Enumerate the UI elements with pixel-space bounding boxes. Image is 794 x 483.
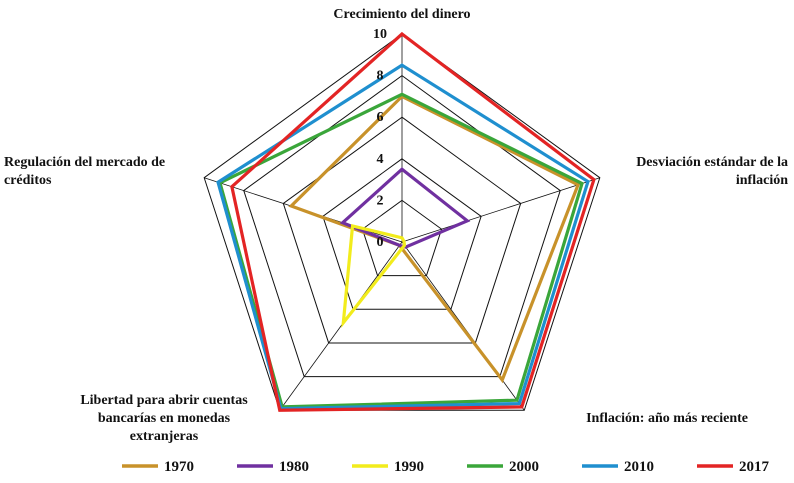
grid-ring-2 bbox=[361, 199, 443, 277]
series-line-1980 bbox=[339, 167, 471, 249]
axis-label-4: Regulación del mercado de créditos bbox=[4, 155, 165, 188]
grid-ring-6 bbox=[282, 116, 522, 344]
tick-label-2: 2 bbox=[377, 193, 384, 208]
tick-label-8: 8 bbox=[377, 69, 384, 84]
tick-labels: 0 2 4 6 8 10 bbox=[373, 27, 387, 250]
grid-ring-10 bbox=[203, 33, 601, 411]
tick-label-4: 4 bbox=[377, 152, 384, 167]
series-line-2010 bbox=[216, 63, 590, 411]
grid-ring-8 bbox=[243, 74, 561, 378]
tick-label-0: 0 bbox=[377, 235, 384, 250]
tick-label-10: 10 bbox=[373, 27, 387, 42]
legend-label-2010: 2010 bbox=[624, 459, 654, 475]
axis-label-0: Crecimiento del dinero bbox=[333, 7, 470, 22]
axis-label-2: Inflación: año más reciente bbox=[586, 411, 748, 426]
legend-label-2000: 2000 bbox=[509, 459, 539, 475]
axis-label-1: Desviación estándar de la inflación bbox=[636, 155, 788, 188]
series-line-2017 bbox=[230, 31, 596, 412]
spoke-1 bbox=[401, 177, 600, 243]
radar-spokes bbox=[204, 34, 600, 411]
grid-ring-4 bbox=[322, 158, 482, 310]
radar-series-group bbox=[216, 31, 596, 412]
series-line-1970 bbox=[288, 94, 581, 384]
legend-label-1980: 1980 bbox=[279, 459, 309, 475]
legend-label-2017: 2017 bbox=[739, 459, 770, 475]
radar-grid bbox=[203, 33, 601, 411]
spoke-3 bbox=[279, 241, 403, 411]
legend-label-1970: 1970 bbox=[164, 459, 194, 475]
series-line-1990 bbox=[341, 223, 407, 329]
legend-label-1990: 1990 bbox=[394, 459, 424, 475]
axis-labels: Crecimiento del dinero Desviación estánda… bbox=[4, 7, 788, 444]
axis-label-3: Libertad para abrir cuentas bancarías en … bbox=[80, 393, 248, 444]
tick-label-6: 6 bbox=[377, 110, 384, 125]
legend: 1970 1980 1990 2000 2010 2017 bbox=[122, 459, 770, 475]
